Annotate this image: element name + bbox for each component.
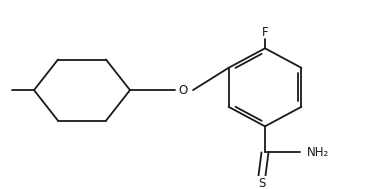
- Text: O: O: [178, 84, 188, 97]
- Text: NH₂: NH₂: [307, 146, 329, 159]
- Text: F: F: [262, 26, 268, 39]
- Text: S: S: [258, 177, 266, 189]
